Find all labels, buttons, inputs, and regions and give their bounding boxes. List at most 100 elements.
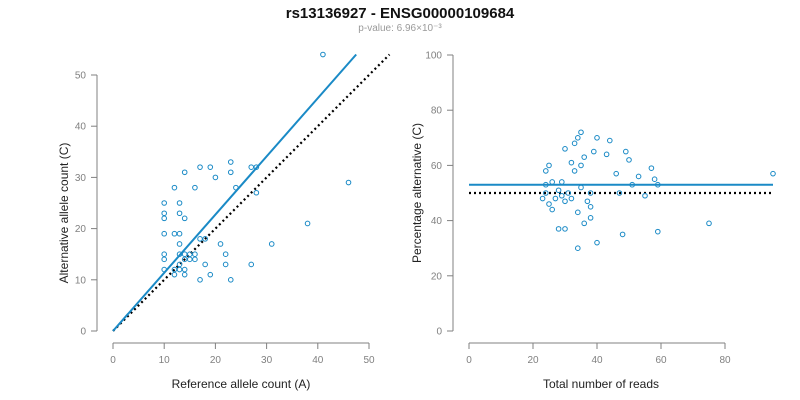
allele-data-point: [176, 210, 183, 217]
allele-data-point: [202, 261, 208, 268]
allele-data-point: [320, 51, 326, 58]
allele-data-point: [181, 266, 188, 273]
percentage-x-tick-label: 20: [527, 355, 539, 366]
allele-data-point: [233, 184, 239, 191]
allele-x-tick-label: 10: [159, 355, 171, 366]
percentage-data-point: [549, 206, 556, 213]
percentage-data-point: [623, 148, 629, 155]
allele-reference-line: [112, 53, 391, 332]
allele-y-tick-label: 40: [75, 122, 87, 133]
percentage-data-point: [562, 198, 568, 205]
allele-data-point: [253, 189, 260, 196]
allele-fit-line: [112, 53, 357, 332]
percentage-data-point: [543, 168, 549, 174]
percentage-data-point: [539, 195, 546, 202]
percentage-y-tick-label: 100: [425, 51, 442, 62]
percentage-data-point: [594, 239, 600, 246]
percentage-data-point: [655, 181, 661, 188]
allele-data-point: [202, 236, 208, 242]
percentage-data-point: [587, 215, 594, 221]
percentage-data-point: [626, 157, 632, 163]
allele-data-point: [181, 271, 188, 278]
percentage-data-point: [546, 162, 552, 169]
percentage-data-point: [619, 231, 626, 238]
percentage-x-axis-title: Total number of reads: [543, 377, 659, 391]
allele-x-tick-label: 20: [210, 355, 222, 366]
allele-x-tick-label: 0: [110, 355, 116, 366]
percentage-x-tick-label: 60: [655, 355, 667, 366]
allele-data-point: [192, 184, 198, 191]
allele-x-tick-label: 30: [261, 355, 273, 366]
percentage-data-point: [559, 192, 565, 199]
percentage-data-point: [578, 129, 584, 136]
allele-data-point: [171, 266, 178, 273]
percentage-data-point: [571, 168, 578, 174]
allele-data-point: [181, 215, 188, 222]
percentage-data-point: [575, 209, 581, 216]
percentage-data-point: [568, 159, 575, 166]
percentage-data-point: [562, 146, 568, 152]
percentage-data-point: [562, 226, 568, 232]
allele-data-point: [212, 174, 219, 181]
percentage-data-point: [571, 140, 578, 147]
percentage-data-point: [578, 162, 584, 169]
percentage-x-tick-label: 40: [591, 355, 603, 366]
allele-y-tick-label: 20: [75, 224, 87, 235]
percentage-data-point: [584, 198, 591, 205]
percentage-data-point: [559, 179, 565, 185]
percentage-y-tick-label: 80: [431, 106, 443, 117]
percentage-data-point: [578, 184, 584, 191]
allele-data-point: [248, 261, 255, 268]
percentage-data-point: [591, 148, 597, 155]
allele-data-point: [161, 251, 167, 257]
allele-y-tick-label: 0: [80, 327, 86, 338]
allele-y-axis-title: Alternative allele count (C): [57, 143, 71, 284]
allele-y-tick-label: 30: [75, 173, 87, 184]
allele-data-point: [171, 184, 178, 191]
percentage-data-point: [616, 190, 623, 196]
percentage-y-tick-label: 60: [431, 161, 443, 172]
allele-data-point: [345, 179, 352, 186]
allele-data-point: [207, 164, 214, 170]
allele-data-point: [197, 236, 203, 242]
allele-y-tick-label: 50: [75, 71, 87, 82]
allele-data-point: [161, 230, 167, 237]
percentage-data-point: [651, 176, 658, 182]
allele-data-point: [227, 169, 234, 176]
allele-data-point: [176, 266, 183, 273]
allele-data-point: [253, 164, 260, 170]
percentage-data-point: [706, 220, 712, 227]
allele-data-point: [268, 241, 275, 247]
allele-data-point: [176, 261, 183, 268]
percentage-y-tick-label: 40: [431, 216, 443, 227]
percentage-data-point: [581, 154, 588, 160]
allele-data-point: [161, 200, 167, 206]
percentage-data-point: [607, 137, 613, 144]
percentage-data-point: [555, 226, 562, 232]
allele-data-point: [197, 164, 203, 170]
percentage-data-point: [587, 204, 594, 210]
percentage-data-point: [629, 181, 636, 188]
percentage-data-point: [575, 135, 581, 141]
percentage-data-point: [552, 195, 559, 202]
allele-data-point: [248, 164, 255, 170]
chart-title: rs13136927 - ENSG00000109684: [285, 5, 515, 22]
allele-data-point: [192, 256, 198, 263]
percentage-data-point: [635, 173, 642, 180]
allele-y-tick-label: 10: [75, 275, 87, 286]
percentage-data-point: [613, 170, 620, 177]
allele-data-point: [217, 241, 224, 247]
allele-data-point: [227, 159, 234, 165]
allele-data-point: [192, 251, 198, 257]
allele-data-point: [181, 251, 188, 257]
percentage-data-point: [549, 179, 556, 185]
percentage-data-point: [594, 135, 600, 141]
allele-x-axis-title: Reference allele count (A): [172, 377, 311, 391]
percentage-y-tick-label: 20: [431, 271, 443, 282]
allele-data-point: [161, 215, 167, 222]
allele-x-tick-label: 40: [312, 355, 324, 366]
allele-data-point: [222, 251, 229, 257]
allele-data-point: [304, 220, 311, 227]
allele-data-point: [197, 277, 203, 283]
